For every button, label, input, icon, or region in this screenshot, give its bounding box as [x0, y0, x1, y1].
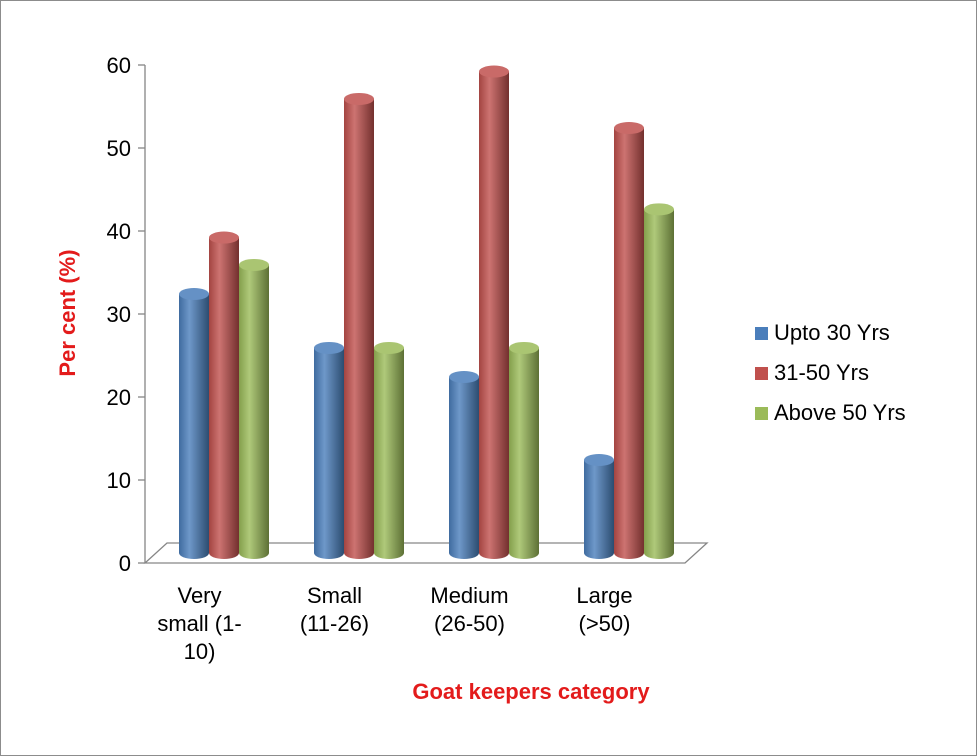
bar — [209, 231, 239, 559]
y-tick-label: 60 — [107, 53, 131, 78]
floor-outline — [143, 542, 709, 564]
y-tick-label: 20 — [107, 385, 131, 410]
x-category-label: Medium (26-50) — [430, 583, 508, 636]
legend-label: 31-50 Yrs — [774, 360, 869, 385]
legend-item: Upto 30 Yrs — [755, 320, 890, 345]
bar — [644, 203, 674, 559]
legend-swatch — [755, 367, 768, 380]
bar — [479, 65, 509, 559]
bar — [584, 454, 614, 559]
bar — [179, 288, 209, 559]
axes — [138, 64, 709, 564]
legend: Upto 30 Yrs 31-50 Yrs Above 50 Yrs — [755, 320, 906, 425]
legend-swatch — [755, 407, 768, 420]
y-tick-label: 30 — [107, 302, 131, 327]
legend-item: Above 50 Yrs — [755, 400, 906, 425]
y-tick-labels: 0 10 20 30 40 50 60 — [107, 53, 131, 576]
bar — [614, 122, 644, 559]
legend-label: Above 50 Yrs — [774, 400, 906, 425]
bar — [509, 341, 539, 559]
legend-label: Upto 30 Yrs — [774, 320, 890, 345]
x-category-label: Small (11-26) — [300, 583, 369, 636]
x-category-label: Large (>50) — [576, 583, 632, 636]
bars — [179, 65, 674, 559]
x-category-label: Very small (1-10) — [157, 583, 241, 664]
bar — [449, 371, 479, 559]
x-category-labels: Very small (1-10) Small (11-26) Medium (26-50… — [157, 583, 632, 664]
legend-swatch — [755, 327, 768, 340]
x-axis-title: Goat keepers category — [412, 679, 650, 704]
y-axis-title: Per cent (%) — [55, 249, 80, 376]
y-tick-label: 10 — [107, 468, 131, 493]
y-tick-label: 50 — [107, 136, 131, 161]
legend-item: 31-50 Yrs — [755, 360, 869, 385]
y-tick-label: 0 — [119, 551, 131, 576]
bar — [344, 92, 374, 559]
bar — [239, 258, 269, 559]
y-tick-label: 40 — [107, 219, 131, 244]
bar — [374, 341, 404, 559]
bar — [314, 341, 344, 559]
